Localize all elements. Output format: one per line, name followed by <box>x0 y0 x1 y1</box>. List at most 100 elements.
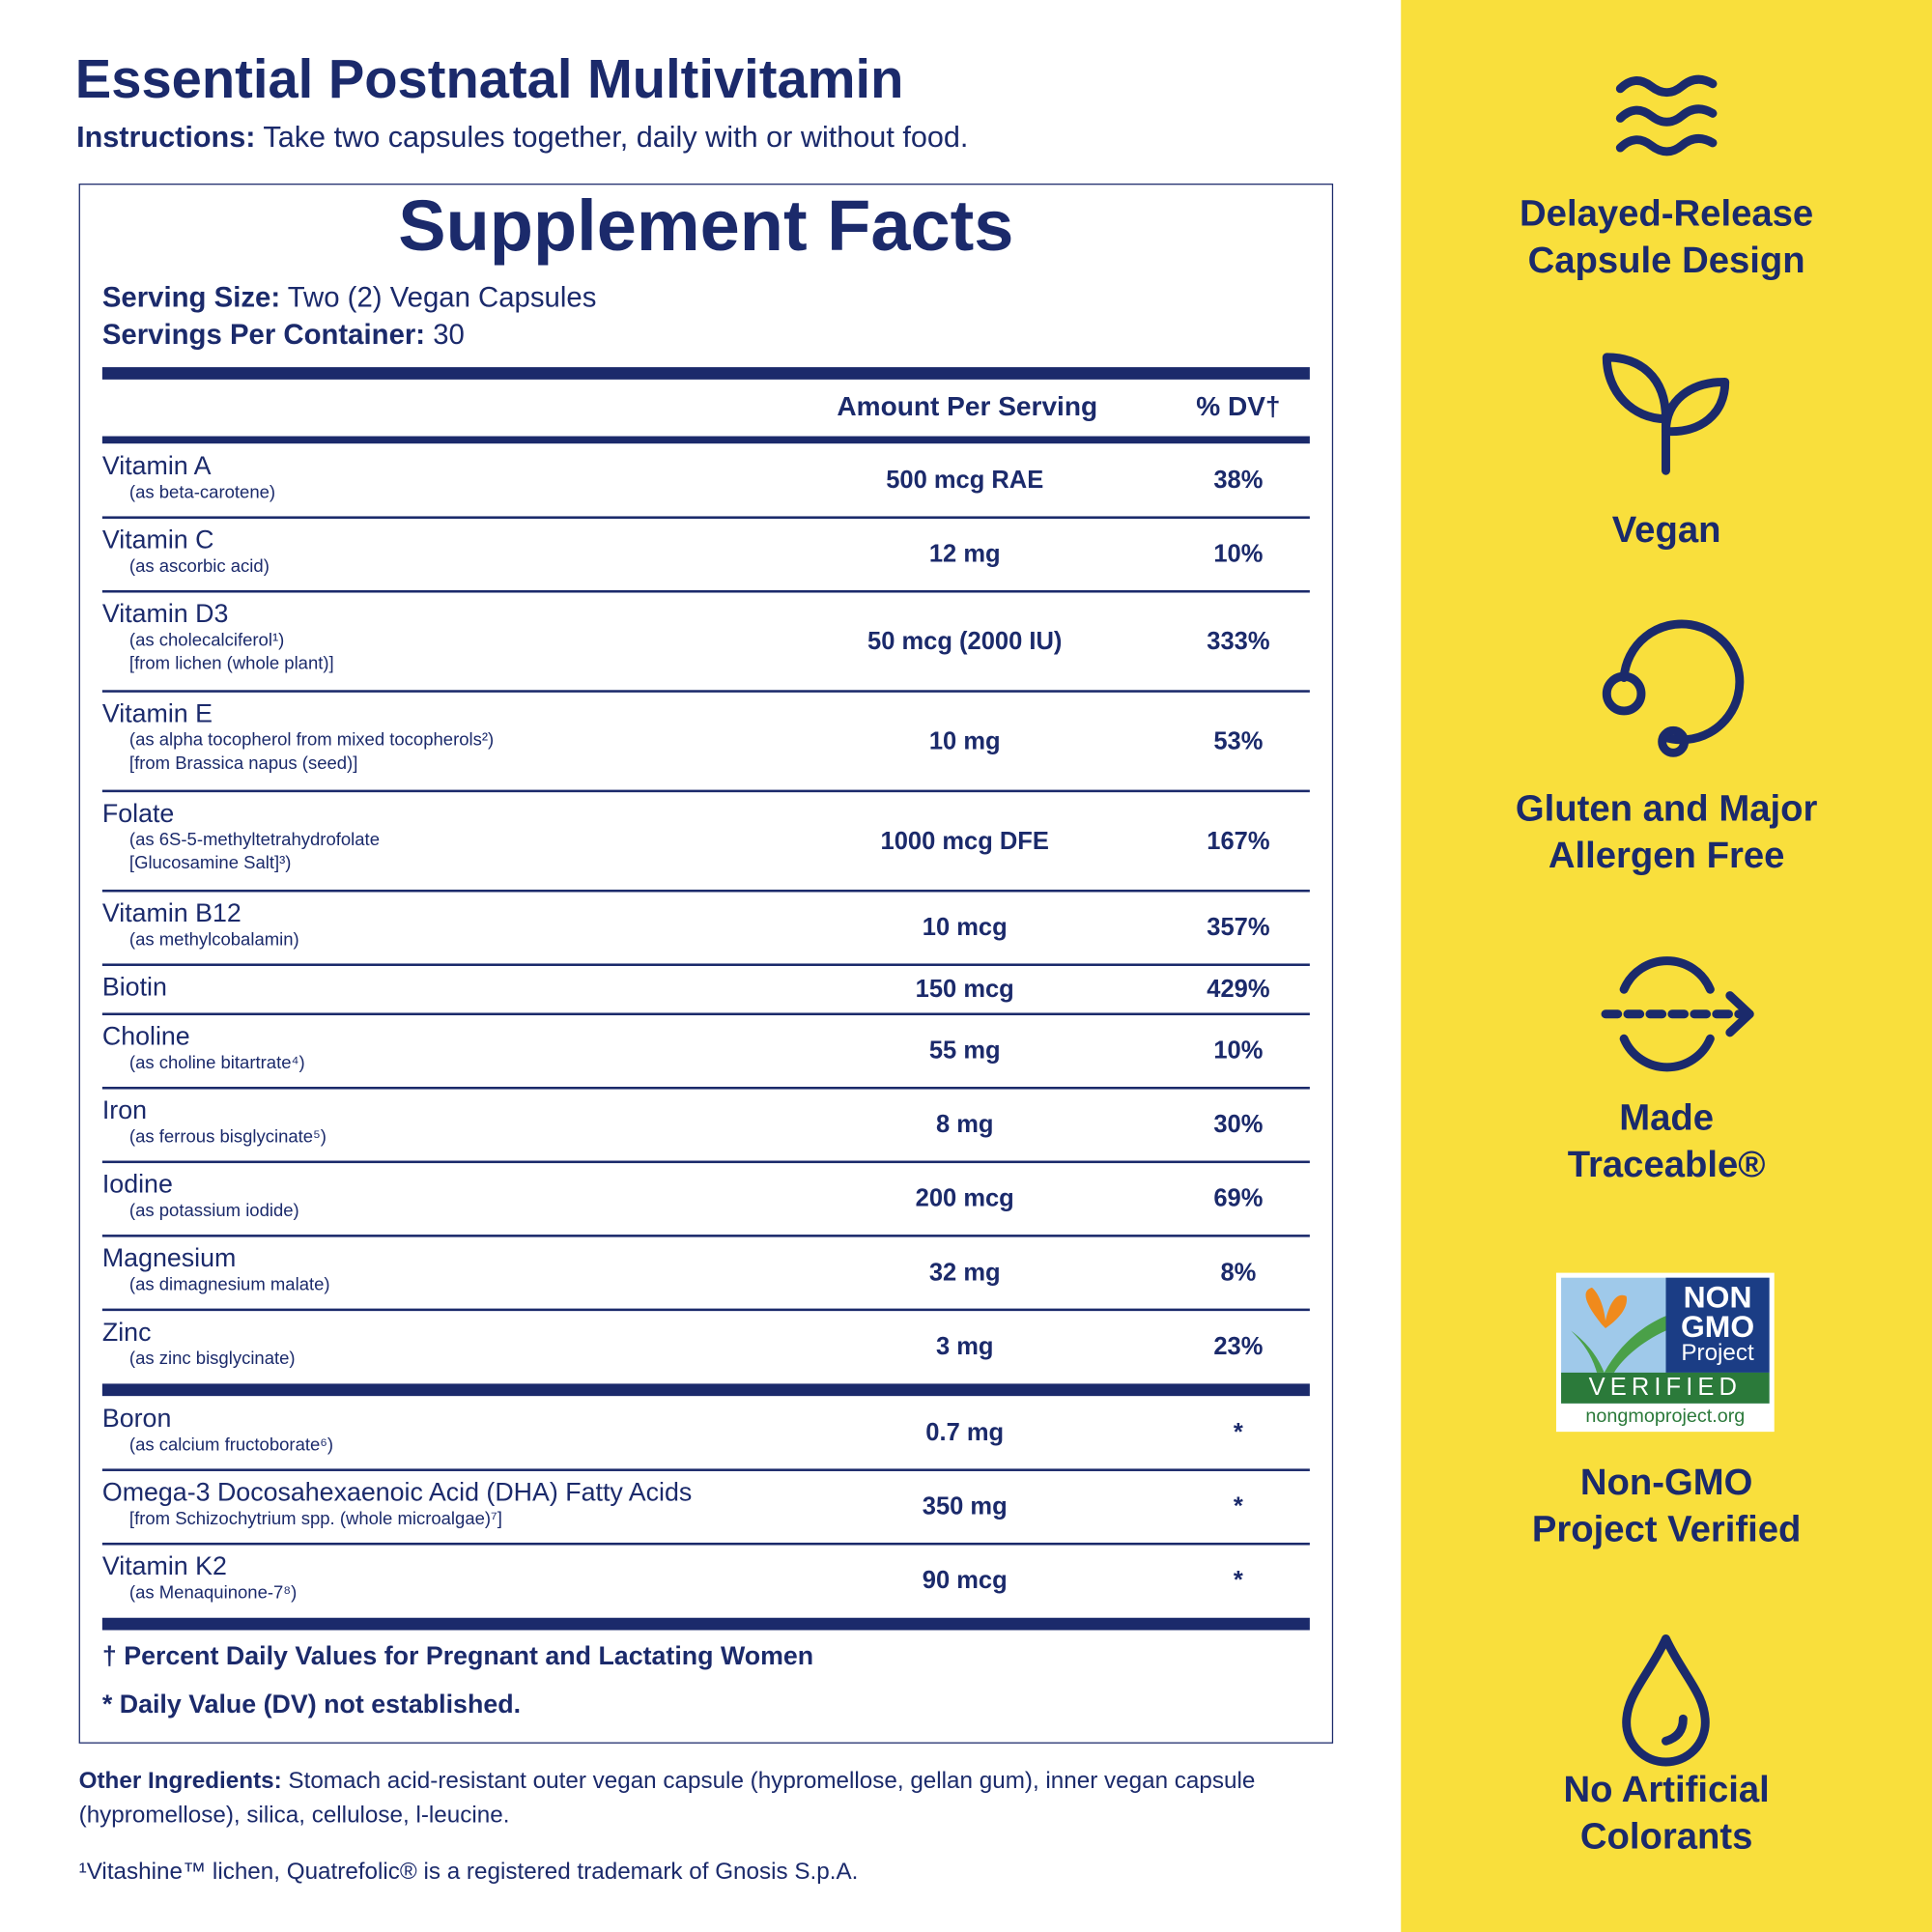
nutrient-name: Vitamin B12 <box>101 899 242 928</box>
dv: 23% <box>1213 1333 1264 1361</box>
dv: 53% <box>1213 727 1264 755</box>
nutrient-note: (as potassium iodide) <box>128 1201 299 1222</box>
amount: 12 mg <box>928 540 1001 569</box>
nutrient-name: Omega-3 Docosahexaenoic Acid (DHA) Fatty… <box>101 1478 693 1507</box>
serving-size: Serving Size: Two (2) Vegan Capsules <box>102 281 596 314</box>
servings: Servings Per Container: 30 <box>102 318 465 351</box>
nutrient-name: Vitamin D3 <box>101 600 229 629</box>
nutrient-name: Zinc <box>101 1318 152 1348</box>
nutrient-name: Choline <box>101 1022 190 1052</box>
rule <box>101 789 1310 793</box>
sprout-icon <box>1602 353 1730 475</box>
serving-size-label: Serving Size: <box>101 280 281 313</box>
nutrient-note: [Glucosamine Salt]³) <box>128 853 292 874</box>
nutrient-note: (as methylcobalamin) <box>128 930 299 951</box>
feature-label: Allergen Free <box>1548 835 1785 876</box>
dv: 8% <box>1220 1259 1257 1287</box>
nutrient-note: [from lichen (whole plant)] <box>128 654 334 674</box>
nutrient-note: (as zinc bisglycinate) <box>128 1349 296 1370</box>
dv: 10% <box>1213 540 1264 569</box>
amount: 0.7 mg <box>925 1419 1005 1447</box>
rule <box>101 516 1310 519</box>
rule <box>101 889 1310 893</box>
col-dv: % DV† <box>1196 390 1281 422</box>
non-gmo-badge <box>1555 1272 1775 1433</box>
other-label: Other Ingredients: <box>78 1768 282 1795</box>
badge-text: Project <box>1681 1340 1754 1367</box>
feature-label: Vegan <box>1611 510 1721 552</box>
nutrient-note: (as dimagnesium malate) <box>128 1275 330 1295</box>
trace-icon <box>1601 956 1754 1072</box>
feature-label: Colorants <box>1579 1816 1753 1858</box>
dv: 69% <box>1213 1185 1264 1213</box>
serving-size-value: Two (2) Vegan Capsules <box>287 280 597 313</box>
nutrient-name: Iron <box>101 1096 148 1125</box>
dv: 429% <box>1207 976 1270 1004</box>
nutrient-note: (as beta-carotene) <box>128 482 276 503</box>
amount: 200 mcg <box>915 1185 1014 1213</box>
rule <box>101 1617 1310 1631</box>
nutrient-note: (as ascorbic acid) <box>128 556 270 577</box>
rule <box>101 690 1310 693</box>
nutrient-note: (as choline bitartrate⁴) <box>128 1053 305 1073</box>
feature-label: Non-GMO <box>1579 1463 1753 1504</box>
instructions-text: Take two capsules together, daily with o… <box>263 120 969 155</box>
nutrient-note: (as 6S-5-methyltetrahydrofolate <box>128 830 380 851</box>
amount: 10 mcg <box>922 914 1008 942</box>
dv: 38% <box>1213 467 1264 495</box>
dv: * <box>1233 1419 1243 1447</box>
nutrient-name: Vitamin C <box>101 526 214 554</box>
dv: * <box>1233 1492 1243 1520</box>
nutrient-note: (as ferrous bisglycinate⁵) <box>128 1127 327 1148</box>
amount: 500 mcg RAE <box>886 467 1044 495</box>
title: Essential Postnatal Multivitamin <box>74 49 904 110</box>
facts-box <box>78 184 1334 1744</box>
amount: 90 mcg <box>922 1567 1008 1595</box>
rule <box>101 963 1310 966</box>
nutrient-name: Vitamin K2 <box>101 1552 227 1581</box>
rule <box>101 1542 1310 1546</box>
rule <box>101 1086 1310 1090</box>
header-rule <box>101 436 1310 444</box>
footnote: † Percent Daily Values for Pregnant and … <box>101 1642 814 1671</box>
nutrient-name: Boron <box>101 1405 172 1434</box>
servings-label: Servings Per Container: <box>101 318 426 351</box>
nutrient-note: [from Brassica napus (seed)] <box>128 753 358 775</box>
nutrient-name: Folate <box>101 799 175 829</box>
other-ingredients: Other Ingredients: Stomach acid-resistan… <box>79 1765 1349 1833</box>
badge-text: nongmoproject.org <box>1585 1406 1746 1428</box>
feature-label: Project Verified <box>1531 1509 1802 1550</box>
nutrient-name: Iodine <box>101 1170 173 1200</box>
col-amount: Amount Per Serving <box>837 390 1098 422</box>
drop-icon <box>1622 1634 1710 1767</box>
nutrient-name: Biotin <box>101 973 167 1002</box>
nutrient-note: (as alpha tocopherol from mixed tocopher… <box>128 730 495 751</box>
footnote: * Daily Value (DV) not established. <box>101 1690 522 1719</box>
rule <box>101 589 1310 593</box>
dv: * <box>1233 1567 1243 1595</box>
amount: 10 mg <box>928 727 1001 755</box>
other-text: Stomach acid-resistant outer vegan capsu… <box>78 1768 1256 1829</box>
amount: 1000 mcg DFE <box>880 827 1049 855</box>
nutrient-name: Vitamin E <box>101 699 213 728</box>
nutrient-note: (as calcium fructoborate⁶) <box>128 1435 334 1456</box>
waves-icon <box>1615 74 1718 156</box>
nutrient-note: (as Menaquinone-7⁸) <box>128 1583 298 1604</box>
amount: 3 mg <box>935 1333 994 1361</box>
feature-label: Traceable® <box>1567 1144 1766 1186</box>
rule <box>101 1468 1310 1471</box>
amount: 8 mg <box>935 1111 994 1139</box>
amount: 50 mcg (2000 IU) <box>867 627 1063 655</box>
rule <box>101 1383 1310 1397</box>
badge-text: NON <box>1683 1280 1752 1315</box>
amount: 55 mg <box>928 1037 1001 1065</box>
amount: 350 mg <box>922 1492 1008 1520</box>
badge-text: GMO <box>1680 1309 1755 1345</box>
dv: 30% <box>1213 1111 1264 1139</box>
feature-label: No Artificial <box>1563 1769 1770 1810</box>
dv: 10% <box>1213 1037 1264 1065</box>
badge-text: VERIFIED <box>1588 1374 1743 1402</box>
